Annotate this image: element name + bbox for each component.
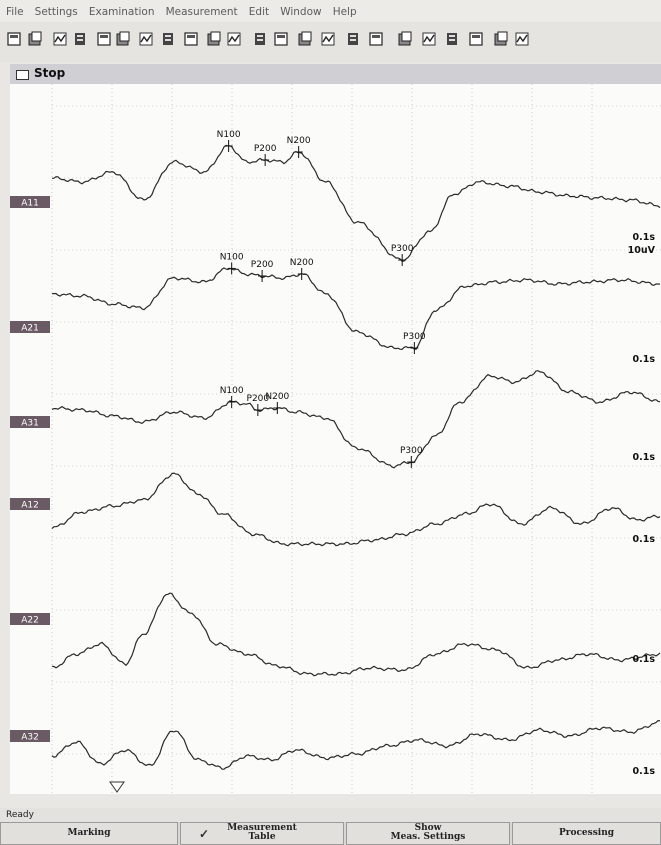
wave4-icon[interactable] xyxy=(468,31,484,47)
waveform-window: Stop A11 0.1s 10uV N100 P200 N200 P300 A21 0.1s N… xyxy=(10,64,661,794)
exit-icon[interactable] xyxy=(514,31,530,47)
processing-button[interactable]: Processing xyxy=(512,822,661,845)
page-icon[interactable] xyxy=(115,31,131,47)
time-scale-label: 0.1s xyxy=(633,354,656,365)
table-icon[interactable] xyxy=(226,31,242,47)
status-text: Ready xyxy=(6,810,34,820)
window-title: Stop xyxy=(34,66,66,80)
wave-icon[interactable] xyxy=(397,31,413,47)
menu-measurement[interactable]: Measurement xyxy=(165,6,238,18)
peak-marker-label[interactable]: P300 xyxy=(403,332,426,342)
channel-label-box xyxy=(10,196,50,208)
channel-label[interactable]: A22 xyxy=(21,616,39,626)
show-meas-settings-button[interactable]: Show Meas. Settings xyxy=(346,822,510,845)
ohm-icon[interactable] xyxy=(252,31,268,47)
wave2-icon[interactable] xyxy=(421,31,437,47)
measurement-table-button[interactable]: ✓ Measurement Table xyxy=(180,822,344,845)
waveform-trace xyxy=(51,267,661,351)
peak-marker-label[interactable]: N100 xyxy=(220,252,244,262)
waveform-trace xyxy=(51,719,661,770)
panel-icon[interactable] xyxy=(493,31,509,47)
peak-marker-label[interactable]: P200 xyxy=(251,260,274,270)
peak-marker-label[interactable]: P300 xyxy=(391,244,414,254)
processing-label: Processing xyxy=(558,828,615,838)
peak-marker-label[interactable]: N100 xyxy=(220,386,244,396)
print-icon[interactable] xyxy=(52,31,68,47)
peak-marker-label[interactable]: P300 xyxy=(400,446,423,456)
compare-icon[interactable] xyxy=(345,31,361,47)
waveform-plot[interactable]: A110.1s10uVN100P200N200P300A210.1sN100P2… xyxy=(10,84,661,794)
marker-icon[interactable] xyxy=(297,31,313,47)
wave3-icon[interactable] xyxy=(444,31,460,47)
channel-label-box xyxy=(10,730,50,742)
menu-file[interactable]: File xyxy=(6,6,24,18)
waveform-trace xyxy=(51,370,661,469)
peak-marker-label[interactable]: N100 xyxy=(217,130,241,140)
menu-window[interactable]: Window xyxy=(280,6,322,18)
peak-marker-label[interactable]: P200 xyxy=(254,144,277,154)
amplitude-scale-label: 10uV xyxy=(628,245,656,256)
channel-icon[interactable] xyxy=(160,31,176,47)
window-titlebar: Stop xyxy=(10,64,661,84)
waveform-trace xyxy=(51,592,661,677)
filter-icon[interactable] xyxy=(206,31,222,47)
pen-icon[interactable] xyxy=(183,31,199,47)
status-bar: Ready xyxy=(0,808,661,822)
channel-label[interactable]: A12 xyxy=(21,501,39,511)
waveform-trace xyxy=(51,472,661,547)
show-meas-label-1: Show xyxy=(414,823,442,833)
time-scale-label: 0.1s xyxy=(633,452,656,463)
channel-label[interactable]: A21 xyxy=(21,324,39,334)
new-icon[interactable] xyxy=(6,31,22,47)
peak-marker-label[interactable]: P200 xyxy=(247,394,270,404)
menu-edit[interactable]: Edit xyxy=(248,6,270,18)
open-icon[interactable] xyxy=(27,31,43,47)
show-meas-label-2: Meas. Settings xyxy=(390,832,466,842)
cursor-marker-icon[interactable] xyxy=(109,781,125,793)
zoom-icon[interactable] xyxy=(320,31,336,47)
bottom-button-bar: Marking ✓ Measurement Table Show Meas. S… xyxy=(0,822,661,845)
waveform-trace xyxy=(51,144,661,262)
channel-label-box xyxy=(10,613,50,625)
menu-bar: File Settings Examination Measurement Ed… xyxy=(0,0,661,22)
channel-label-box xyxy=(10,498,50,510)
measurement-table-label-2: Table xyxy=(248,832,276,842)
view-icon[interactable] xyxy=(72,31,88,47)
channel-label-box xyxy=(10,321,50,333)
time-scale-label: 0.1s xyxy=(633,232,656,243)
measurement-table-label-1: Measurement xyxy=(227,823,297,833)
time-scale-label: 0.1s xyxy=(633,654,656,665)
menu-help[interactable]: Help xyxy=(332,6,357,18)
marking-button[interactable]: Marking xyxy=(0,822,178,845)
window-icon xyxy=(16,70,29,80)
montage-icon[interactable] xyxy=(273,31,289,47)
menu-settings[interactable]: Settings xyxy=(34,6,78,18)
time-scale-label: 0.1s xyxy=(633,766,656,777)
channel-label-box xyxy=(10,416,50,428)
channel-label[interactable]: A11 xyxy=(21,199,39,209)
layout-icon[interactable] xyxy=(96,31,112,47)
channel-label[interactable]: A32 xyxy=(21,733,39,743)
peak-marker-label[interactable]: N200 xyxy=(265,392,289,402)
peak-marker-label[interactable]: N200 xyxy=(290,258,314,268)
average-icon[interactable] xyxy=(368,31,384,47)
time-scale-label: 0.1s xyxy=(633,534,656,545)
marking-label: Marking xyxy=(67,828,111,838)
peak-marker-label[interactable]: N200 xyxy=(287,136,311,146)
toolbar xyxy=(0,22,661,62)
channel-label[interactable]: A31 xyxy=(21,419,39,429)
menu-examination[interactable]: Examination xyxy=(88,6,155,18)
checkmark-icon: ✓ xyxy=(199,827,210,841)
display-icon[interactable] xyxy=(138,31,154,47)
